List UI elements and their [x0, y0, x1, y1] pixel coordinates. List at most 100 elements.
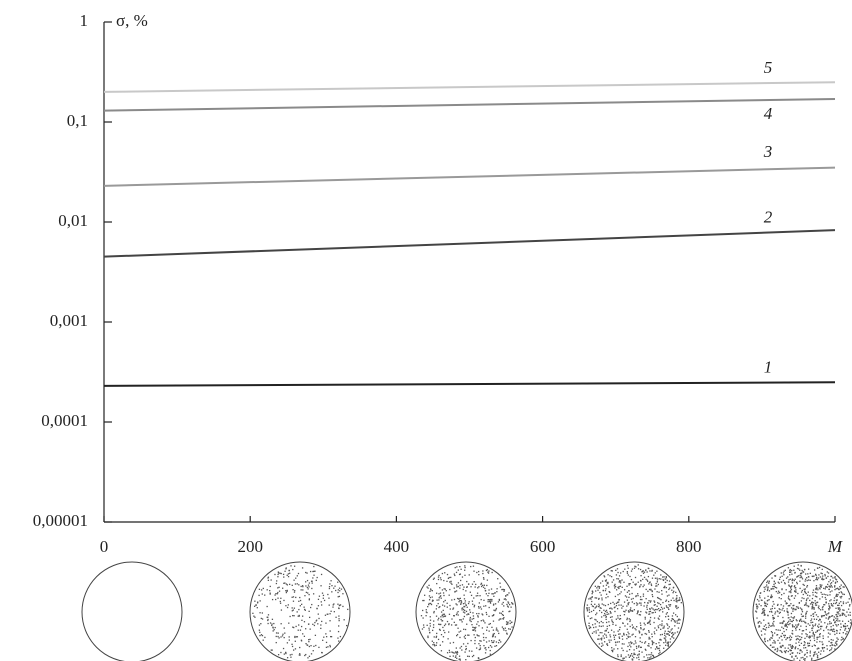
illustration-dot [640, 611, 641, 612]
illustration-dot [629, 657, 630, 658]
illustration-dot [593, 627, 594, 628]
illustration-dot [313, 575, 314, 576]
illustration-dot [623, 643, 624, 644]
illustration-dot [785, 652, 786, 653]
illustration-dot [268, 614, 269, 615]
illustration-dot [622, 606, 623, 607]
illustration-dot [837, 588, 838, 589]
illustration-dot [761, 613, 762, 614]
illustration-dot [791, 596, 792, 597]
illustration-dot [819, 636, 820, 637]
illustration-dot [592, 624, 593, 625]
illustration-dot [628, 612, 629, 613]
illustration-dot [804, 569, 805, 570]
illustration-dot [670, 638, 671, 639]
illustration-dot [653, 655, 654, 656]
illustration-dot [652, 644, 653, 645]
illustration-dot [793, 617, 794, 618]
illustration-dot [620, 604, 621, 605]
illustration-dot [615, 596, 616, 597]
illustration-dot [300, 600, 301, 601]
illustration-dot [607, 582, 608, 583]
illustration-dot [597, 590, 598, 591]
illustration-dot [806, 611, 807, 612]
illustration-dot [809, 600, 810, 601]
illustration-dot [788, 605, 789, 606]
illustration-dot [503, 629, 504, 630]
illustration-dot [631, 587, 632, 588]
illustration-dot [660, 578, 661, 579]
illustration-dot [659, 652, 660, 653]
illustration-dot [458, 598, 459, 599]
illustration-dot [597, 639, 598, 640]
illustration-dot [616, 578, 617, 579]
illustration-dot [672, 618, 673, 619]
illustration-dot [466, 624, 467, 625]
illustration-dot [339, 596, 340, 597]
illustration-dot [834, 631, 835, 632]
illustration-dot [673, 587, 674, 588]
illustration-dot [783, 621, 784, 622]
illustration-dot [795, 643, 796, 644]
illustration-dot [289, 584, 290, 585]
illustration-dot [433, 627, 434, 628]
illustration-dot [310, 628, 311, 629]
illustration-dot [626, 596, 627, 597]
illustration-dot [619, 619, 620, 620]
illustration-dot [821, 585, 822, 586]
illustration-dot [613, 635, 614, 636]
illustration-dot [790, 592, 791, 593]
illustration-dot [814, 634, 815, 635]
illustration-dot [609, 592, 610, 593]
illustration-dot [672, 636, 673, 637]
illustration-dot [468, 603, 469, 604]
illustration-dot [493, 593, 494, 594]
illustration-dot [629, 644, 630, 645]
illustration-dot [828, 608, 829, 609]
illustration-dot [590, 597, 591, 598]
illustration-dot [499, 599, 500, 600]
illustration-dot [767, 615, 768, 616]
illustration-dot [620, 586, 621, 587]
illustration-dot [782, 617, 783, 618]
illustration-dot [628, 584, 629, 585]
illustration-dot [339, 590, 340, 591]
illustration-dot [321, 601, 322, 602]
illustration-dot [432, 641, 433, 642]
illustration-dot [841, 627, 842, 628]
illustration-dot [605, 590, 606, 591]
illustration-dot [315, 635, 316, 636]
illustration-dot [503, 617, 504, 618]
illustration-dot [456, 647, 457, 648]
illustration-dot [792, 621, 793, 622]
illustration-dot [829, 633, 830, 634]
illustration-dot [841, 584, 842, 585]
illustration-dot [636, 602, 637, 603]
illustration-dot [587, 604, 588, 605]
illustration-dot [818, 629, 819, 630]
illustration-dot [814, 645, 815, 646]
illustration-dot [312, 577, 313, 578]
illustration-dot [824, 622, 825, 623]
illustration-dot [818, 605, 819, 606]
illustration-dot [267, 620, 268, 621]
illustration-dot [289, 636, 290, 637]
illustration-dot [791, 637, 792, 638]
illustration-dot [326, 647, 327, 648]
illustration-dot [831, 647, 832, 648]
illustration-dot [594, 619, 595, 620]
illustration-dot [813, 580, 814, 581]
illustration-dot [456, 590, 457, 591]
illustration-dot [602, 622, 603, 623]
illustration-dot [813, 607, 814, 608]
illustration-dot [771, 631, 772, 632]
illustration-dot [422, 628, 423, 629]
illustration-dot [668, 609, 669, 610]
illustration-dot [647, 602, 648, 603]
illustration-dot [614, 611, 615, 612]
illustration-dot [475, 630, 476, 631]
illustration-dot [817, 631, 818, 632]
illustration-dot [428, 604, 429, 605]
illustration-dot [824, 604, 825, 605]
illustration-dot [761, 630, 762, 631]
